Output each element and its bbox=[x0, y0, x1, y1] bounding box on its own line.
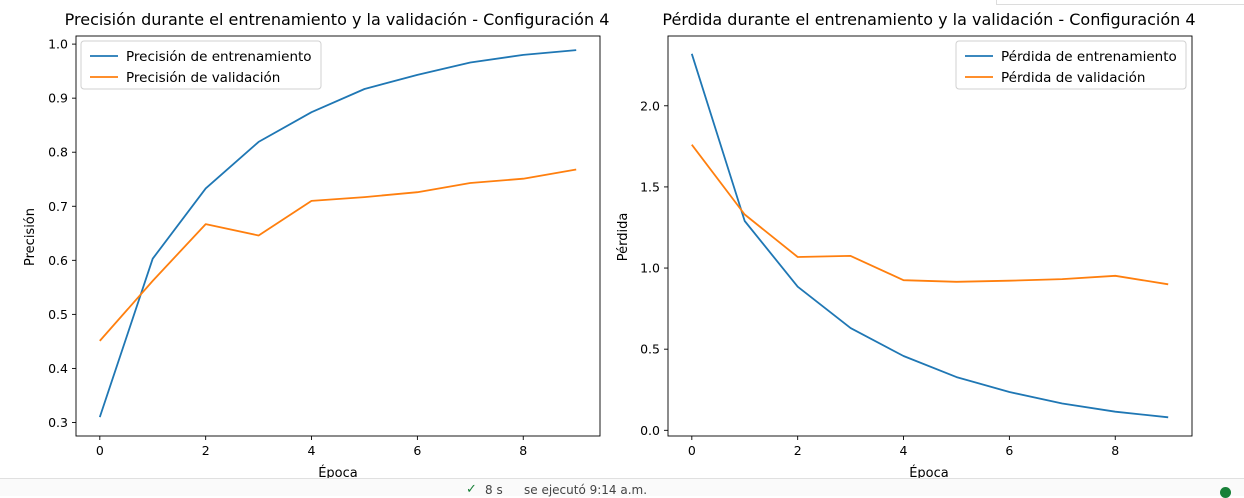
y-tick-label: 0.4 bbox=[48, 361, 68, 376]
x-tick-label: 8 bbox=[519, 443, 527, 458]
legend-label: Precisión de validación bbox=[126, 70, 280, 86]
execution-duration: 8 s bbox=[485, 483, 503, 497]
x-tick-label: 2 bbox=[202, 443, 210, 458]
series-line-training bbox=[690, 53, 1169, 419]
status-dot-icon[interactable] bbox=[1220, 487, 1231, 498]
legend-box bbox=[955, 40, 1187, 90]
y-tick-label: 0.7 bbox=[48, 199, 68, 214]
y-tick-label: 1.0 bbox=[640, 261, 660, 276]
accuracy-chart: Precisión durante el entrenamiento y la … bbox=[23, 10, 609, 478]
legend: Precisión de entrenamiento Precisión de v… bbox=[80, 40, 322, 90]
x-tick-label: 8 bbox=[1111, 443, 1119, 458]
plot-frame bbox=[667, 35, 1193, 437]
x-tick-label: 2 bbox=[794, 443, 802, 458]
series-line-validation bbox=[99, 168, 577, 342]
x-tick-label: 6 bbox=[1005, 443, 1013, 458]
plot-frame bbox=[75, 35, 601, 437]
series-lines bbox=[690, 53, 1169, 419]
y-tick-label: 1.0 bbox=[48, 37, 68, 52]
y-tick-label: 0.8 bbox=[48, 145, 68, 160]
legend-label: Precisión de entrenamiento bbox=[126, 49, 312, 65]
figure: Precisión durante el entrenamiento y la … bbox=[23, 10, 1196, 478]
cell-status-bar: ✓ 8 s se ejecutó 9:14 a.m. bbox=[0, 478, 1244, 498]
y-tick-label: 0.5 bbox=[640, 342, 660, 357]
y-axis-label: Precisión bbox=[23, 208, 38, 266]
tick-labels: 0 2 4 6 8 0.3 0.4 0.5 0.6 0.7 0.8 0.9 1.0 bbox=[48, 37, 527, 458]
x-tick-label: 0 bbox=[96, 443, 104, 458]
legend-label: Pérdida de entrenamiento bbox=[1001, 49, 1177, 65]
x-tick-label: 4 bbox=[900, 443, 908, 458]
y-tick-label: 0.6 bbox=[48, 253, 68, 268]
top-edge-strip bbox=[996, 0, 1244, 5]
legend: Pérdida de entrenamiento Pérdida de valid… bbox=[955, 40, 1187, 90]
chart-title: Precisión durante el entrenamiento y la … bbox=[65, 10, 610, 29]
x-tick-label: 4 bbox=[308, 443, 316, 458]
y-tick-label: 1.5 bbox=[640, 179, 660, 194]
execution-time: se ejecutó 9:14 a.m. bbox=[524, 483, 648, 497]
legend-label: Pérdida de validación bbox=[1001, 70, 1146, 86]
y-tick-label: 0.0 bbox=[640, 423, 660, 438]
y-axis-label: Pérdida bbox=[616, 213, 631, 262]
series-lines bbox=[98, 49, 577, 418]
x-tick-label: 6 bbox=[413, 443, 421, 458]
y-tick-label: 0.3 bbox=[48, 415, 68, 430]
legend-box bbox=[80, 40, 322, 90]
tick-labels: 0 2 4 6 8 0.0 0.5 1.0 1.5 2.0 bbox=[640, 98, 1119, 458]
series-line-validation bbox=[691, 144, 1169, 286]
y-tick-label: 0.9 bbox=[48, 91, 68, 106]
x-tick-label: 0 bbox=[688, 443, 696, 458]
y-tick-label: 2.0 bbox=[640, 98, 660, 113]
x-axis-label: Época bbox=[318, 465, 358, 478]
check-icon: ✓ bbox=[466, 482, 477, 497]
loss-chart: Pérdida durante el entrenamiento y la va… bbox=[616, 10, 1196, 478]
series-line-training bbox=[98, 49, 577, 418]
y-tick-label: 0.5 bbox=[48, 307, 68, 322]
x-axis-label: Época bbox=[909, 465, 949, 478]
chart-title: Pérdida durante el entrenamiento y la va… bbox=[662, 10, 1195, 29]
